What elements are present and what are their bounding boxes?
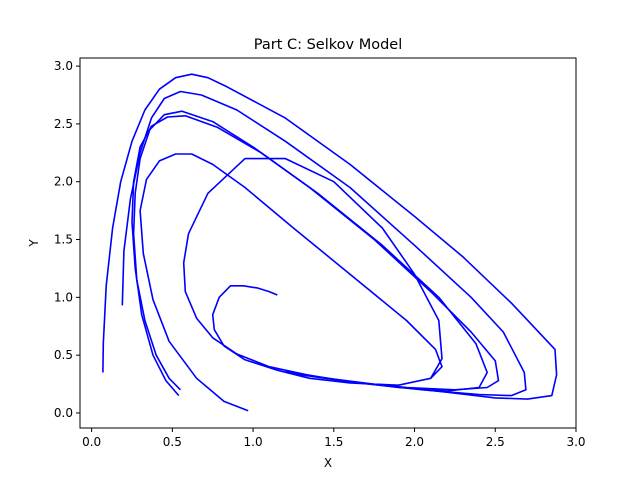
y-tick-label: 0.0	[54, 406, 73, 420]
y-tick-label: 1.5	[54, 233, 73, 247]
x-tick-label: 2.0	[405, 435, 424, 449]
plot-lines	[102, 73, 558, 412]
trajectory-line-1	[102, 73, 558, 400]
x-tick-label: 0.5	[163, 435, 182, 449]
y-tick-label: 2.5	[54, 117, 73, 131]
x-axis-label: X	[324, 456, 332, 470]
y-tick-label: 1.0	[54, 290, 73, 304]
y-tick-label: 2.0	[54, 175, 73, 189]
chart-title: Part C: Selkov Model	[254, 37, 402, 53]
x-tick-label: 1.0	[244, 435, 263, 449]
y-axis: 0.0 0.5 1.0 1.5 2.0 2.5 3.0	[54, 59, 80, 420]
y-axis-label: Y	[27, 239, 41, 248]
y-tick-label: 3.0	[54, 59, 73, 73]
trajectory-line-5	[139, 153, 443, 412]
x-tick-label: 0.0	[82, 435, 101, 449]
x-axis: 0.0 0.5 1.0 1.5 2.0 2.5 3.0	[82, 428, 586, 449]
plot-frame	[79, 57, 577, 429]
x-tick-label: 3.0	[566, 435, 585, 449]
trajectory-line-4	[131, 115, 489, 397]
y-tick-label: 0.5	[54, 348, 73, 362]
x-tick-label: 2.5	[486, 435, 505, 449]
x-tick-label: 1.5	[324, 435, 343, 449]
